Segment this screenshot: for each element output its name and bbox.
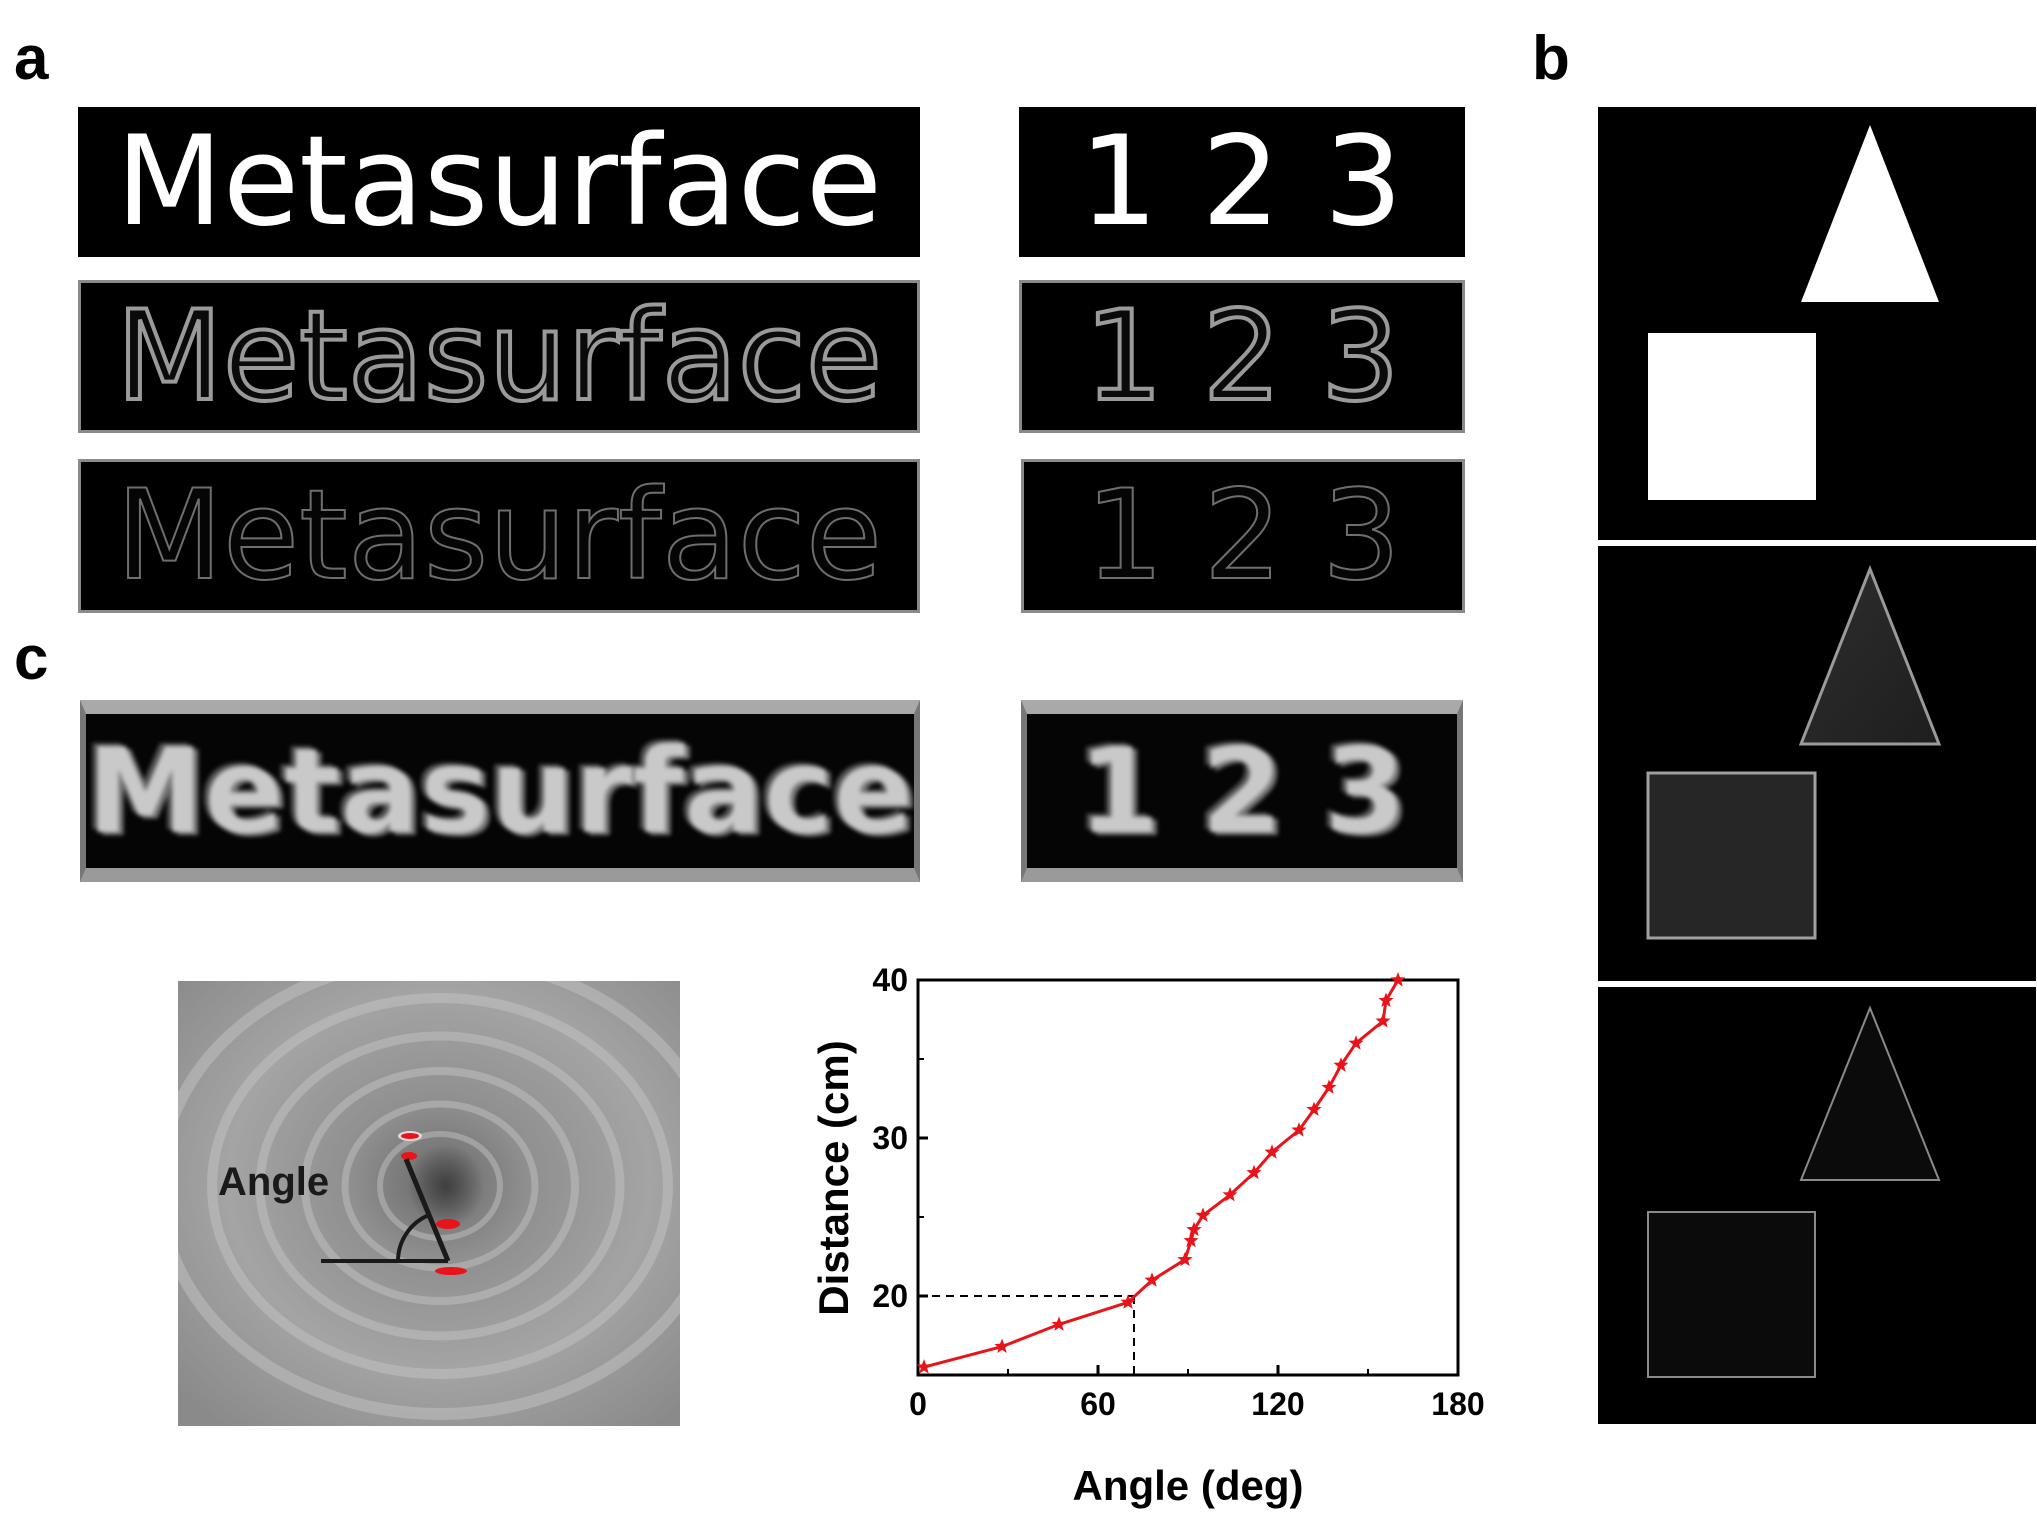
word-original-text: Metasurface bbox=[115, 110, 883, 254]
word-edge-strong-text: Metasurface bbox=[114, 284, 884, 429]
shapes-panel bbox=[1598, 107, 2036, 1424]
lobe-mid-red bbox=[401, 1152, 417, 1160]
data-point-13 bbox=[1306, 1101, 1322, 1116]
data-point-1 bbox=[994, 1338, 1010, 1353]
x-axis-label: Angle (deg) bbox=[1073, 1462, 1304, 1509]
digits-original-tile: 1 2 3 bbox=[1019, 107, 1465, 257]
x-axis: 0 60 120 180 bbox=[909, 1365, 1485, 1422]
series-markers bbox=[916, 972, 1406, 1374]
digits-edge-strong-text: 1 2 3 bbox=[1082, 284, 1402, 429]
data-point-19 bbox=[1390, 972, 1406, 987]
series-line bbox=[923, 979, 1400, 1369]
y-tick-label-2: 40 bbox=[872, 962, 908, 998]
ring-fringes bbox=[178, 981, 680, 1420]
data-point-3 bbox=[1120, 1294, 1136, 1309]
data-point-12 bbox=[1291, 1122, 1307, 1137]
plot-frame bbox=[916, 978, 1460, 1377]
square-edge-strong bbox=[1646, 771, 1817, 940]
word-blurred-text: Metasurface bbox=[86, 722, 914, 860]
x-tick-label-0: 0 bbox=[909, 1386, 927, 1422]
word-edge-thin-tile: Metasurface bbox=[78, 459, 920, 613]
data-point-15 bbox=[1333, 1057, 1349, 1072]
word-original-tile: Metasurface bbox=[78, 107, 920, 257]
triangle-edge-strong bbox=[1798, 564, 1942, 746]
angle-arc bbox=[396, 1213, 430, 1262]
triangle-original bbox=[1801, 125, 1939, 302]
reference-lines bbox=[918, 1295, 1135, 1375]
panel-label-b: b bbox=[1532, 24, 1570, 93]
word-edge-strong-tile: Metasurface bbox=[78, 280, 920, 433]
lobe-top-red bbox=[401, 1133, 419, 1139]
y-tick-label-1: 30 bbox=[872, 1120, 908, 1156]
digits-original-text: 1 2 3 bbox=[1079, 110, 1405, 254]
digits-edge-thin-tile: 1 2 3 bbox=[1021, 459, 1465, 613]
distance-angle-chart: 0 60 120 180 20 30 40 Angle (deg) Distance (c… bbox=[810, 962, 1485, 1509]
digits-blurred-text: 1 2 3 bbox=[1077, 722, 1407, 860]
data-point-18 bbox=[1378, 992, 1394, 1007]
data-point-14 bbox=[1321, 1079, 1337, 1094]
x-tick-label-2: 120 bbox=[1251, 1386, 1304, 1422]
angle-arm bbox=[403, 1158, 451, 1262]
digits-edge-strong-tile: 1 2 3 bbox=[1019, 280, 1465, 433]
word-blurred-tile: Metasurface bbox=[80, 700, 920, 882]
data-point-7 bbox=[1186, 1221, 1202, 1237]
data-point-0 bbox=[916, 1359, 932, 1374]
x-tick-label-1: 60 bbox=[1080, 1386, 1116, 1422]
y-axis-label: Distance (cm) bbox=[810, 1040, 857, 1315]
data-point-2 bbox=[1051, 1316, 1067, 1331]
angle-label: Angle bbox=[218, 1160, 329, 1204]
x-tick-label-3: 180 bbox=[1431, 1386, 1484, 1422]
digits-blurred-tile: 1 2 3 bbox=[1021, 700, 1463, 882]
panel-label-a: a bbox=[14, 24, 49, 93]
digits-edge-thin-text: 1 2 3 bbox=[1084, 464, 1402, 608]
word-edge-thin-text: Metasurface bbox=[115, 464, 883, 608]
triangle-edge-thin bbox=[1799, 1005, 1941, 1181]
data-point-17 bbox=[1375, 1013, 1391, 1028]
lobe-bottom-red bbox=[436, 1219, 460, 1229]
data-point-9 bbox=[1222, 1186, 1238, 1202]
y-tick-label-0: 20 bbox=[872, 1278, 908, 1314]
data-point-10 bbox=[1246, 1164, 1262, 1180]
lobe-bottom2-red bbox=[435, 1267, 467, 1275]
panel-label-c: c bbox=[14, 624, 49, 693]
y-axis: 20 30 40 bbox=[872, 962, 928, 1314]
data-point-16 bbox=[1348, 1035, 1364, 1050]
data-point-11 bbox=[1264, 1144, 1280, 1159]
data-point-6 bbox=[1183, 1232, 1199, 1248]
square-edge-thin bbox=[1647, 1211, 1816, 1378]
data-point-5 bbox=[1177, 1251, 1193, 1267]
data-point-8 bbox=[1195, 1207, 1211, 1222]
data-point-4 bbox=[1144, 1272, 1160, 1287]
speckle-photo: Angle bbox=[178, 981, 680, 1426]
square-original bbox=[1648, 333, 1816, 500]
